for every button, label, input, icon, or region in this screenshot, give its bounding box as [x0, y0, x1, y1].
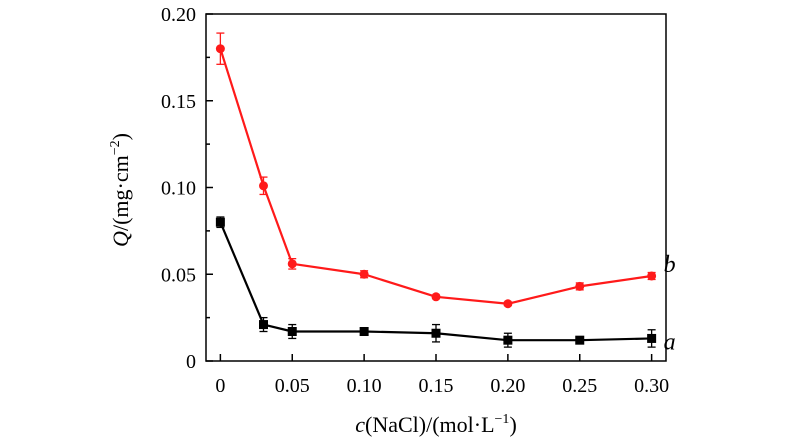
data-point-a — [287, 327, 297, 337]
x-axis-title-symbol: c — [355, 412, 365, 437]
data-point-b — [215, 44, 225, 54]
plot-frame — [205, 13, 667, 362]
y-axis-title-exponent: −2 — [108, 140, 123, 155]
data-point-b — [259, 181, 268, 191]
x-tick-label: 0.05 — [275, 375, 310, 397]
x-tick-label: 0.20 — [490, 375, 525, 397]
data-point-b — [359, 269, 369, 279]
data-point-b — [287, 259, 297, 269]
x-tick-label: 0 — [215, 375, 225, 397]
series-line-a — [219, 221, 652, 342]
data-point-b — [575, 281, 585, 291]
x-axis-title-exponent: −1 — [495, 412, 510, 427]
data-point-a — [215, 217, 225, 227]
data-point-b — [503, 299, 513, 309]
data-point-b — [647, 271, 657, 281]
x-tick-label: 0.30 — [634, 375, 669, 397]
x-axis: 0 0.05 0.10 0.15 0.20 0.25 0.30 — [215, 354, 669, 397]
series-b: b — [215, 32, 676, 309]
y-axis: 0 0.05 0.10 0.15 0.20 — [161, 4, 213, 373]
y-tick-label: 0.10 — [161, 178, 196, 200]
data-point-a — [503, 335, 513, 345]
y-axis-title-close: ) — [108, 133, 133, 140]
data-point-a — [575, 335, 585, 345]
y-axis-title-symbol: Q — [108, 231, 133, 247]
series-label-a: a — [664, 329, 676, 355]
y-tick-label: 0 — [186, 351, 196, 373]
y-tick-label: 0.05 — [161, 264, 196, 286]
y-axis-title: Q/(mg·cm−2) — [108, 133, 133, 247]
data-point-a — [647, 333, 657, 343]
data-point-a — [431, 328, 441, 338]
x-tick-label: 0.15 — [419, 375, 454, 397]
data-point-a — [259, 320, 268, 330]
series-line-b — [219, 48, 652, 305]
x-axis-title: c(NaCl)/(mol·L−1) — [355, 412, 517, 437]
x-axis-title-unit: (NaCl)/(mol·L — [365, 412, 495, 437]
x-axis-title-close: ) — [509, 412, 516, 437]
series-a: a — [215, 216, 676, 355]
x-tick-label: 0.10 — [347, 375, 382, 397]
series-layer: ab — [215, 32, 676, 355]
y-tick-label: 0.20 — [161, 4, 196, 26]
x-tick-label: 0.25 — [562, 375, 597, 397]
data-point-b — [431, 292, 441, 302]
y-axis-title-unit: /(mg·cm — [108, 155, 133, 231]
data-point-a — [359, 327, 369, 337]
plot-border — [205, 13, 667, 362]
series-label-b: b — [664, 252, 676, 278]
y-tick-label: 0.15 — [161, 91, 196, 113]
